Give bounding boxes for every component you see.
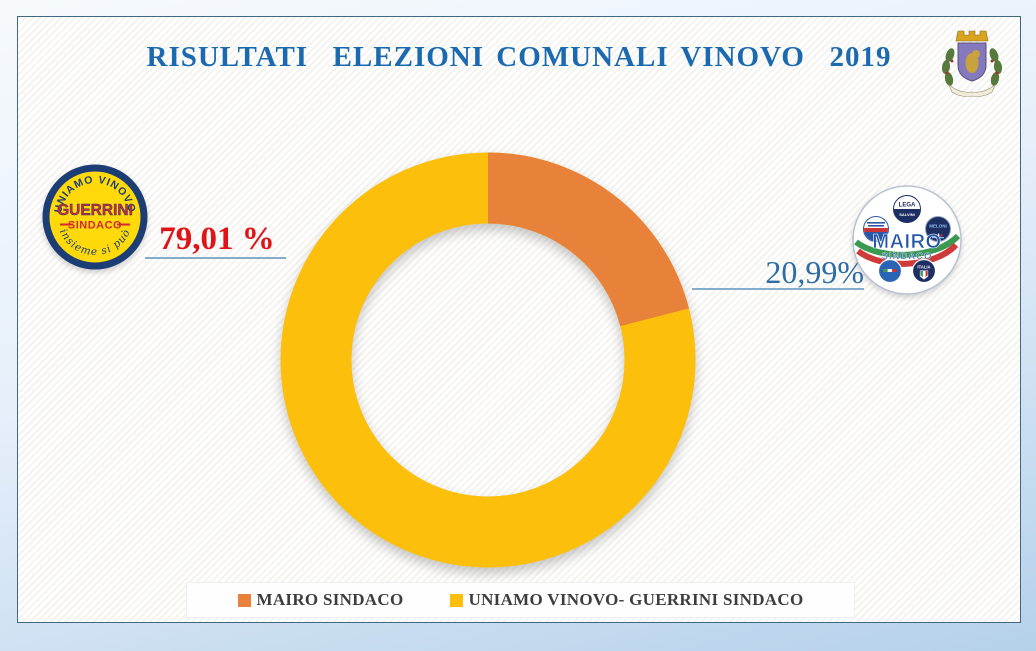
ribbon-icon — [948, 84, 996, 97]
guerrini-percentage: 79,01 % — [159, 221, 275, 257]
lega-badge-icon: LEGA SALVINI — [893, 195, 921, 223]
mairo-logo: LEGA SALVINI MELONI — [852, 185, 962, 295]
laurel-branches-icon — [941, 48, 1003, 86]
svg-text:ITALIA: ITALIA — [917, 265, 930, 270]
legend-label-guerrini: UNIAMO VINOVO- GUERRINI SINDACO — [468, 590, 804, 609]
meloni-badge-icon: MELONI — [925, 216, 951, 242]
svg-text:MELONI: MELONI — [929, 224, 947, 229]
donut-chart — [280, 152, 696, 568]
guerrini-logo-name: GUERRINI — [57, 202, 133, 219]
italia-badge-icon: ITALIA — [911, 258, 937, 284]
guerrini-logo: UNIAMO VINOVO GUERRINI SINDACO insieme s… — [42, 164, 148, 270]
legend-swatch-guerrini-icon — [449, 593, 463, 607]
mairo-logo-subtitle: SINDACO — [882, 251, 933, 262]
svg-text:SALVINI: SALVINI — [899, 212, 914, 217]
chart-legend: MAIRO SINDACO UNIAMO VINOVO- GUERRINI SI… — [186, 582, 855, 618]
legend-swatch-mairo-icon — [237, 593, 251, 607]
crown-icon — [955, 30, 989, 42]
donut-slice-mairo — [280, 152, 696, 568]
forza-italia-badge-icon — [863, 216, 889, 242]
vinovo-coat-of-arms-icon — [941, 30, 1003, 97]
mairo-logo-name: MAIRO — [872, 231, 941, 253]
guerrini-leader-line — [145, 257, 286, 259]
page-title: RISULTATI ELEZIONI COMUNALI VINOVO 2019 — [146, 41, 892, 73]
svg-text:LEGA: LEGA — [899, 203, 916, 209]
mairo-percentage: 20,99% — [765, 254, 864, 290]
tricolor-ribbon-icon — [854, 233, 961, 267]
guerrini-logo-subtitle: SINDACO — [68, 220, 122, 232]
slide-panel — [17, 16, 1021, 623]
civic-list-badge-icon — [877, 258, 903, 284]
legend-item-mairo: MAIRO SINDACO — [237, 590, 404, 610]
legend-label-mairo: MAIRO SINDACO — [256, 590, 404, 609]
mairo-leader-line — [692, 288, 864, 290]
legend-item-guerrini: UNIAMO VINOVO- GUERRINI SINDACO — [449, 590, 804, 610]
